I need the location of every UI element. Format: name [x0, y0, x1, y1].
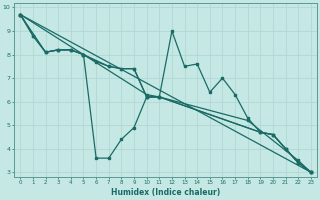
- X-axis label: Humidex (Indice chaleur): Humidex (Indice chaleur): [111, 188, 220, 197]
